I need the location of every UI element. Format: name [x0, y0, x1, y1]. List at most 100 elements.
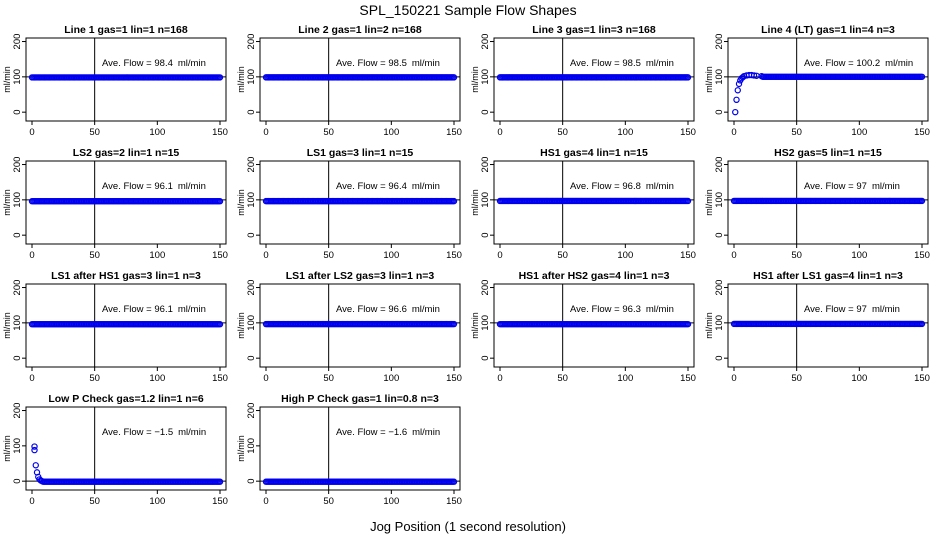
flow-value: −1.6	[388, 427, 407, 438]
flow-unit: ml/min	[646, 58, 674, 69]
x-tick-label: 100	[617, 250, 633, 261]
flow-prefix: Ave. Flow =	[336, 427, 388, 438]
y-axis-label: ml/min	[470, 312, 480, 339]
panel-title: LS1 after LS2 gas=3 lin=1 n=3	[286, 270, 435, 282]
y-tick-label: 100	[12, 315, 23, 331]
flow-value: 96.4	[388, 181, 407, 192]
flow-value: 96.6	[388, 304, 407, 315]
y-tick-label: 200	[480, 280, 491, 296]
y-tick-label: 0	[12, 479, 23, 484]
plot-frame	[259, 406, 461, 491]
data-point	[684, 74, 692, 81]
panel-title: Line 1 gas=1 lin=1 n=168	[64, 24, 188, 36]
data-point	[918, 73, 926, 80]
data-point	[733, 96, 740, 104]
y-tick-label: 0	[246, 479, 257, 484]
flow-value: 100.2	[856, 58, 880, 69]
data-point	[734, 87, 741, 94]
flow-value: 98.4	[154, 58, 173, 69]
panel-title: Low P Check gas=1.2 lin=1 n=6	[48, 393, 203, 405]
x-tick-label: 150	[914, 250, 930, 261]
panel-title: LS1 after HS1 gas=3 lin=1 n=3	[51, 270, 201, 282]
y-tick-label: 200	[246, 403, 257, 419]
x-tick-label: 150	[446, 127, 462, 138]
x-tick-label: 0	[731, 127, 736, 138]
y-tick-label: 100	[246, 69, 257, 85]
plot-frame	[25, 37, 227, 122]
x-tick-label: 50	[89, 496, 100, 507]
y-axis-label: ml/min	[2, 66, 12, 93]
flow-annotation: Ave. Flow = 98.4 ml/min	[102, 58, 206, 69]
data-point	[31, 443, 38, 450]
flow-prefix: Ave. Flow =	[804, 304, 856, 315]
panel-title: HS1 after HS2 gas=4 lin=1 n=3	[519, 270, 670, 282]
x-tick-label: 50	[791, 127, 802, 138]
y-tick-label: 0	[12, 356, 23, 361]
x-tick-label: 0	[731, 250, 736, 261]
data-point	[450, 74, 458, 81]
y-tick-label: 100	[480, 69, 491, 85]
flow-annotation: Ave. Flow = 96.4 ml/min	[336, 181, 440, 192]
y-tick-label: 0	[480, 233, 491, 238]
x-tick-label: 100	[149, 127, 165, 138]
flow-annotation: Ave. Flow = 96.3 ml/min	[570, 304, 674, 315]
x-tick-label: 100	[383, 496, 399, 507]
x-tick-label: 0	[263, 496, 268, 507]
flow-annotation: Ave. Flow = 98.5 ml/min	[336, 58, 440, 69]
flow-annotation: Ave. Flow = 97 ml/min	[804, 304, 900, 315]
data-point	[750, 72, 758, 79]
flow-annotation: Ave. Flow = 98.5 ml/min	[570, 58, 674, 69]
panel-title: LS1 gas=3 lin=1 n=15	[307, 147, 414, 159]
y-tick-label: 100	[480, 315, 491, 331]
y-tick-label: 0	[246, 356, 257, 361]
flow-annotation: Ave. Flow = 96.1 ml/min	[102, 304, 206, 315]
y-tick-label: 0	[480, 110, 491, 115]
x-tick-label: 0	[263, 250, 268, 261]
flow-prefix: Ave. Flow =	[102, 427, 154, 438]
y-tick-label: 0	[714, 110, 725, 115]
y-tick-label: 100	[246, 315, 257, 331]
x-tick-label: 100	[383, 127, 399, 138]
y-axis-label: ml/min	[470, 66, 480, 93]
x-tick-label: 100	[617, 373, 633, 384]
flow-value: 98.5	[388, 58, 407, 69]
data-point	[450, 478, 458, 485]
flow-annotation: Ave. Flow = 96.6 ml/min	[336, 304, 440, 315]
flow-unit: ml/min	[412, 427, 440, 438]
flow-prefix: Ave. Flow =	[804, 181, 856, 192]
x-tick-label: 50	[323, 496, 334, 507]
y-axis-label: ml/min	[236, 312, 246, 339]
data-point	[684, 197, 692, 205]
subplot: HS1 gas=4 lin=1 n=15 ml/min 0 50 100 150 0 100 2…	[470, 147, 696, 261]
x-tick-label: 0	[29, 250, 34, 261]
y-tick-label: 100	[12, 438, 23, 454]
data-point	[216, 478, 224, 485]
flow-prefix: Ave. Flow =	[336, 181, 388, 192]
data-point	[732, 108, 739, 116]
flow-value: −1.5	[154, 427, 173, 438]
y-tick-label: 200	[714, 34, 725, 50]
x-tick-label: 50	[557, 373, 568, 384]
data-point	[216, 321, 224, 328]
flow-prefix: Ave. Flow =	[570, 58, 622, 69]
plot-frame	[493, 37, 695, 122]
plot-frame	[25, 283, 227, 368]
flow-prefix: Ave. Flow =	[570, 304, 622, 315]
flow-value: 96.1	[154, 181, 173, 192]
y-tick-label: 200	[12, 403, 23, 419]
flow-annotation: Ave. Flow = 96.8 ml/min	[570, 181, 674, 192]
x-tick-label: 100	[617, 127, 633, 138]
subplot: Line 2 gas=1 lin=2 n=168 ml/min 0 50 100 150 0…	[236, 24, 462, 138]
x-tick-label: 150	[680, 127, 696, 138]
data-point	[735, 80, 743, 88]
x-tick-label: 0	[497, 250, 502, 261]
plot-frame	[727, 37, 929, 122]
x-tick-label: 0	[497, 127, 502, 138]
subplot: LS2 gas=2 lin=1 n=15 ml/min 0 50 100 150 0 100 2…	[2, 147, 228, 261]
flow-unit: ml/min	[178, 427, 206, 438]
y-tick-label: 200	[480, 157, 491, 173]
x-tick-label: 0	[29, 373, 34, 384]
flow-value: 96.8	[622, 181, 641, 192]
plot-frame	[25, 406, 227, 491]
